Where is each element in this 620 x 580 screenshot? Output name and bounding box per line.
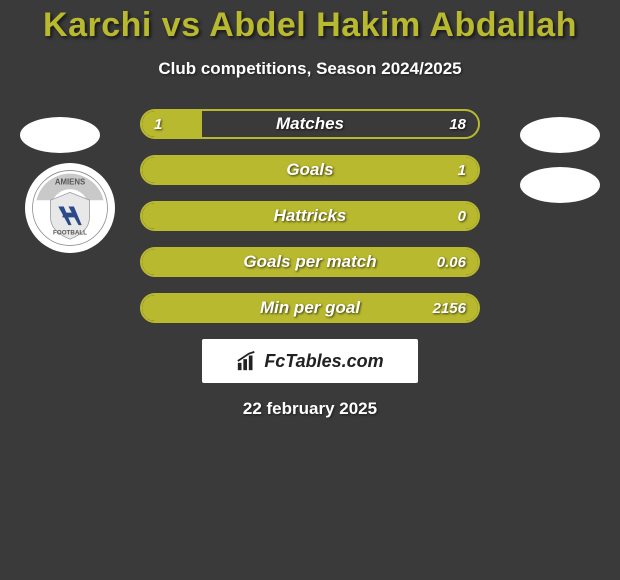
stat-bar: Matches1 18 xyxy=(140,109,480,139)
date-label: 22 february 2025 xyxy=(0,399,620,419)
stat-bar-label: Hattricks xyxy=(142,203,478,229)
stat-bars: Matches118Goals1Hattricks0Goals per matc… xyxy=(140,109,480,323)
subtitle: Club competitions, Season 2024/2025 xyxy=(0,59,620,79)
player-left-badge xyxy=(20,117,100,153)
stat-bar: Goals per match0.06 xyxy=(140,247,480,277)
stat-bar-right-value: 0 xyxy=(458,203,466,229)
amiens-crest-icon: AMIENS FOOTBALL xyxy=(31,169,109,247)
stat-bar-label: Min per goal xyxy=(142,295,478,321)
stat-bar: Hattricks0 xyxy=(140,201,480,231)
comparison-panel: AMIENS FOOTBALL Matches118Goals1Hattrick… xyxy=(0,109,620,419)
stat-bar-left-value: 1 xyxy=(154,111,162,137)
stat-bar: Goals1 xyxy=(140,155,480,185)
stat-bar-right-value: 0.06 xyxy=(437,249,466,275)
svg-text:AMIENS: AMIENS xyxy=(55,178,85,187)
stat-bar-right-value: 1 xyxy=(458,157,466,183)
bar-chart-icon xyxy=(236,350,258,372)
page-title: Karchi vs Abdel Hakim Abdallah xyxy=(0,0,620,45)
stat-bar: Min per goal2156 xyxy=(140,293,480,323)
stat-bar-label: Goals per match xyxy=(142,249,478,275)
stat-bar-label: Matches xyxy=(142,111,478,137)
stat-bar-right-value: 2156 xyxy=(433,295,466,321)
club-right-badge xyxy=(520,167,600,203)
player-right-badge xyxy=(520,117,600,153)
svg-text:FOOTBALL: FOOTBALL xyxy=(53,230,87,237)
watermark-text: FcTables.com xyxy=(264,351,383,372)
watermark: FcTables.com xyxy=(202,339,418,383)
club-left-crest: AMIENS FOOTBALL xyxy=(25,163,115,253)
stat-bar-label: Goals xyxy=(142,157,478,183)
stat-bar-right-value: 18 xyxy=(449,111,466,137)
